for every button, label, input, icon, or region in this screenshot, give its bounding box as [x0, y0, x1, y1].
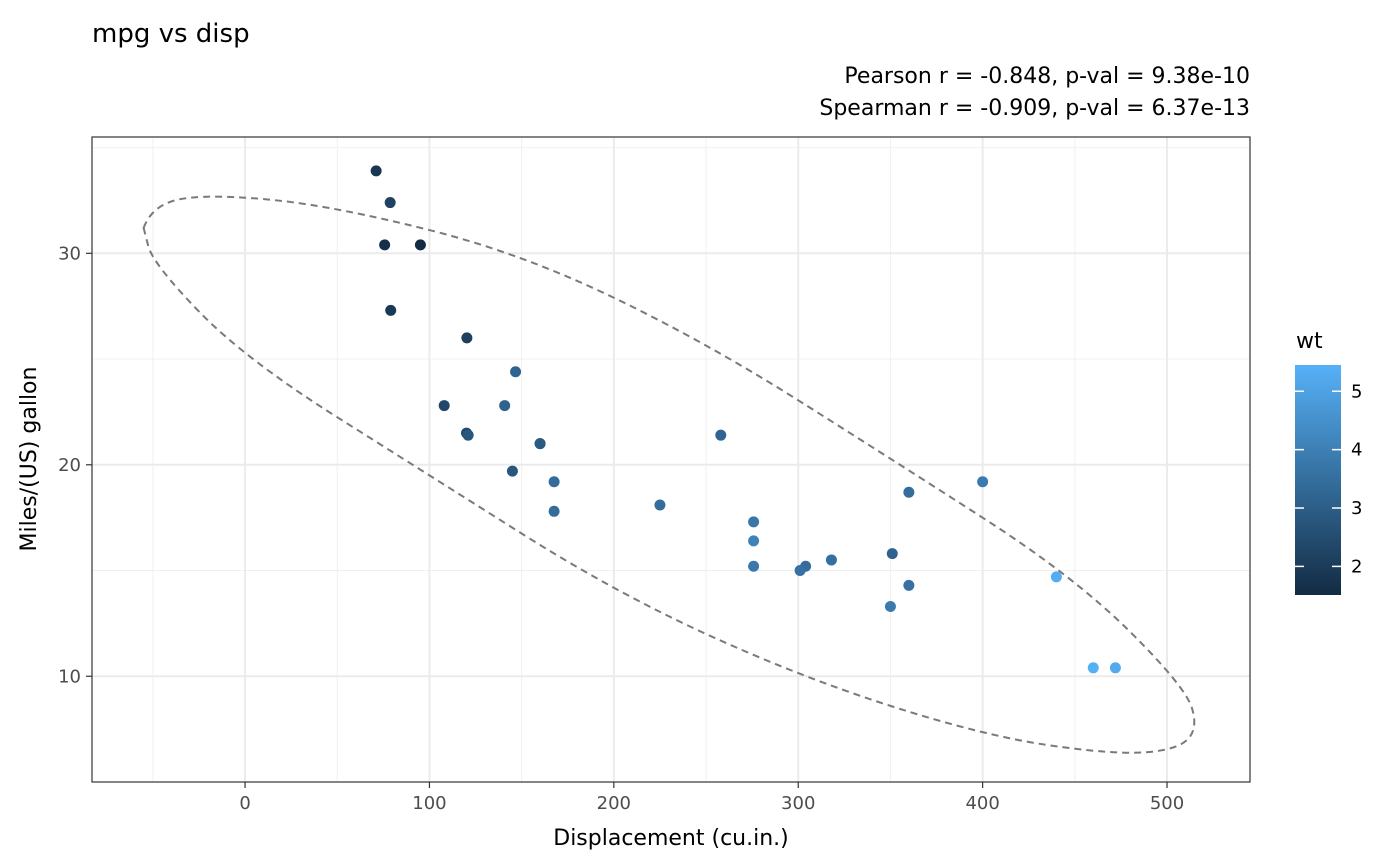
- y-tick-label: 20: [58, 455, 81, 476]
- legend-tick-label: 5: [1351, 381, 1362, 402]
- x-tick-label: 100: [412, 793, 446, 814]
- chart-subtitle-pearson: Pearson r = -0.848, p-val = 9.38e-10: [844, 64, 1250, 89]
- plot-panel-background: [92, 137, 1250, 782]
- legend-tick-label: 2: [1351, 556, 1362, 577]
- scatter-point: [1109, 662, 1121, 674]
- scatter-point: [534, 438, 546, 450]
- scatter-point: [1050, 571, 1062, 583]
- x-axis-label: Displacement (cu.in.): [553, 826, 788, 851]
- scatter-point: [499, 400, 511, 412]
- scatter-point: [438, 400, 450, 412]
- legend: wt 2 3 4 5: [1295, 329, 1362, 595]
- y-axis-label: Miles/(US) gallon: [17, 367, 42, 552]
- scatter-point: [414, 239, 426, 251]
- scatter-point: [506, 465, 518, 477]
- y-tick-label: 10: [58, 666, 81, 687]
- scatter-point: [379, 239, 391, 251]
- scatter-point: [384, 197, 396, 209]
- scatter-point: [886, 548, 898, 560]
- scatter-point: [654, 499, 666, 511]
- legend-colorbar: [1295, 365, 1341, 595]
- scatter-point: [510, 366, 522, 378]
- scatter-point: [462, 429, 474, 441]
- scatter-point: [715, 429, 727, 441]
- scatter-point: [903, 486, 915, 498]
- scatter-point: [748, 516, 760, 528]
- x-tick-label: 300: [781, 793, 815, 814]
- legend-tick-label: 4: [1351, 440, 1362, 461]
- plot-panel-border: [91, 136, 1251, 783]
- x-axis: 0 100 200 300 400 500: [239, 782, 1184, 814]
- legend-tick-label: 3: [1351, 498, 1362, 519]
- scatter-point: [884, 600, 896, 612]
- x-tick-label: 200: [597, 793, 631, 814]
- scatter-points: [370, 165, 1121, 674]
- scatter-point: [748, 535, 760, 547]
- scatter-point: [461, 332, 473, 344]
- legend-ticks: 2 3 4 5: [1295, 381, 1362, 577]
- chart-subtitle-spearman: Spearman r = -0.909, p-val = 6.37e-13: [819, 96, 1250, 121]
- x-tick-label: 400: [965, 793, 999, 814]
- scatter-point: [385, 304, 397, 316]
- scatter-point: [548, 505, 560, 517]
- scatter-point: [370, 165, 382, 177]
- scatter-point: [548, 476, 560, 488]
- scatter-point: [794, 565, 806, 577]
- y-tick-label: 30: [58, 243, 81, 264]
- scatter-point: [825, 554, 837, 566]
- scatter-point: [748, 560, 760, 572]
- y-axis: 10 20 30: [58, 243, 92, 687]
- scatter-point: [977, 476, 989, 488]
- grid-major: [92, 137, 1250, 782]
- chart-title: mpg vs disp: [92, 19, 250, 49]
- x-tick-label: 500: [1150, 793, 1184, 814]
- x-tick-label: 0: [239, 793, 250, 814]
- scatter-point: [1087, 662, 1099, 674]
- scatter-point: [903, 579, 915, 591]
- legend-title: wt: [1296, 329, 1323, 354]
